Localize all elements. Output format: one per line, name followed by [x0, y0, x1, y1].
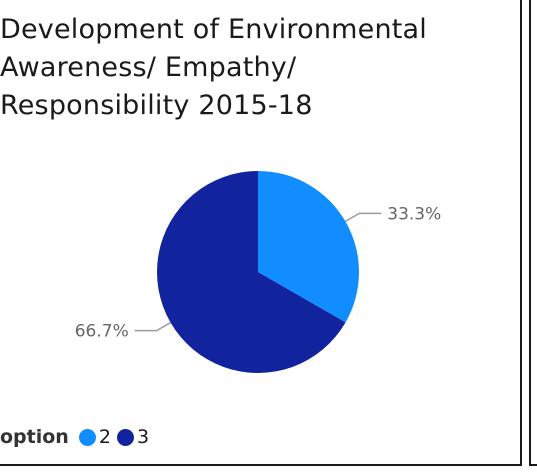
legend-item-3[interactable]: 3 — [116, 426, 150, 448]
legend: option 2 3 — [0, 424, 155, 450]
leader-line-2 — [345, 212, 382, 223]
legend-title: option — [0, 426, 69, 448]
chart-title: Development of Environmental Awareness/ … — [0, 11, 515, 125]
data-label-3: 66.7% — [75, 322, 129, 342]
chart-title-line-1: Development of Environmental — [0, 14, 428, 45]
chart-title-line-2: Awareness/ Empathy/ — [0, 52, 297, 83]
legend-dot-3 — [116, 428, 134, 446]
legend-item-2[interactable]: 2 — [78, 426, 111, 448]
pie-slice-3[interactable] — [156, 171, 346, 374]
legend-label-2: 2 — [98, 426, 111, 448]
legend-dot-2 — [78, 428, 96, 446]
pie-slice-2[interactable] — [258, 171, 359, 323]
adjacent-panel-edge — [529, 0, 537, 466]
data-label-2: 33.3% — [387, 204, 441, 224]
chart-title-line-3: Responsibility 2015-18 — [0, 90, 313, 121]
leader-line-3 — [134, 321, 171, 332]
legend-label-3: 3 — [136, 426, 150, 448]
